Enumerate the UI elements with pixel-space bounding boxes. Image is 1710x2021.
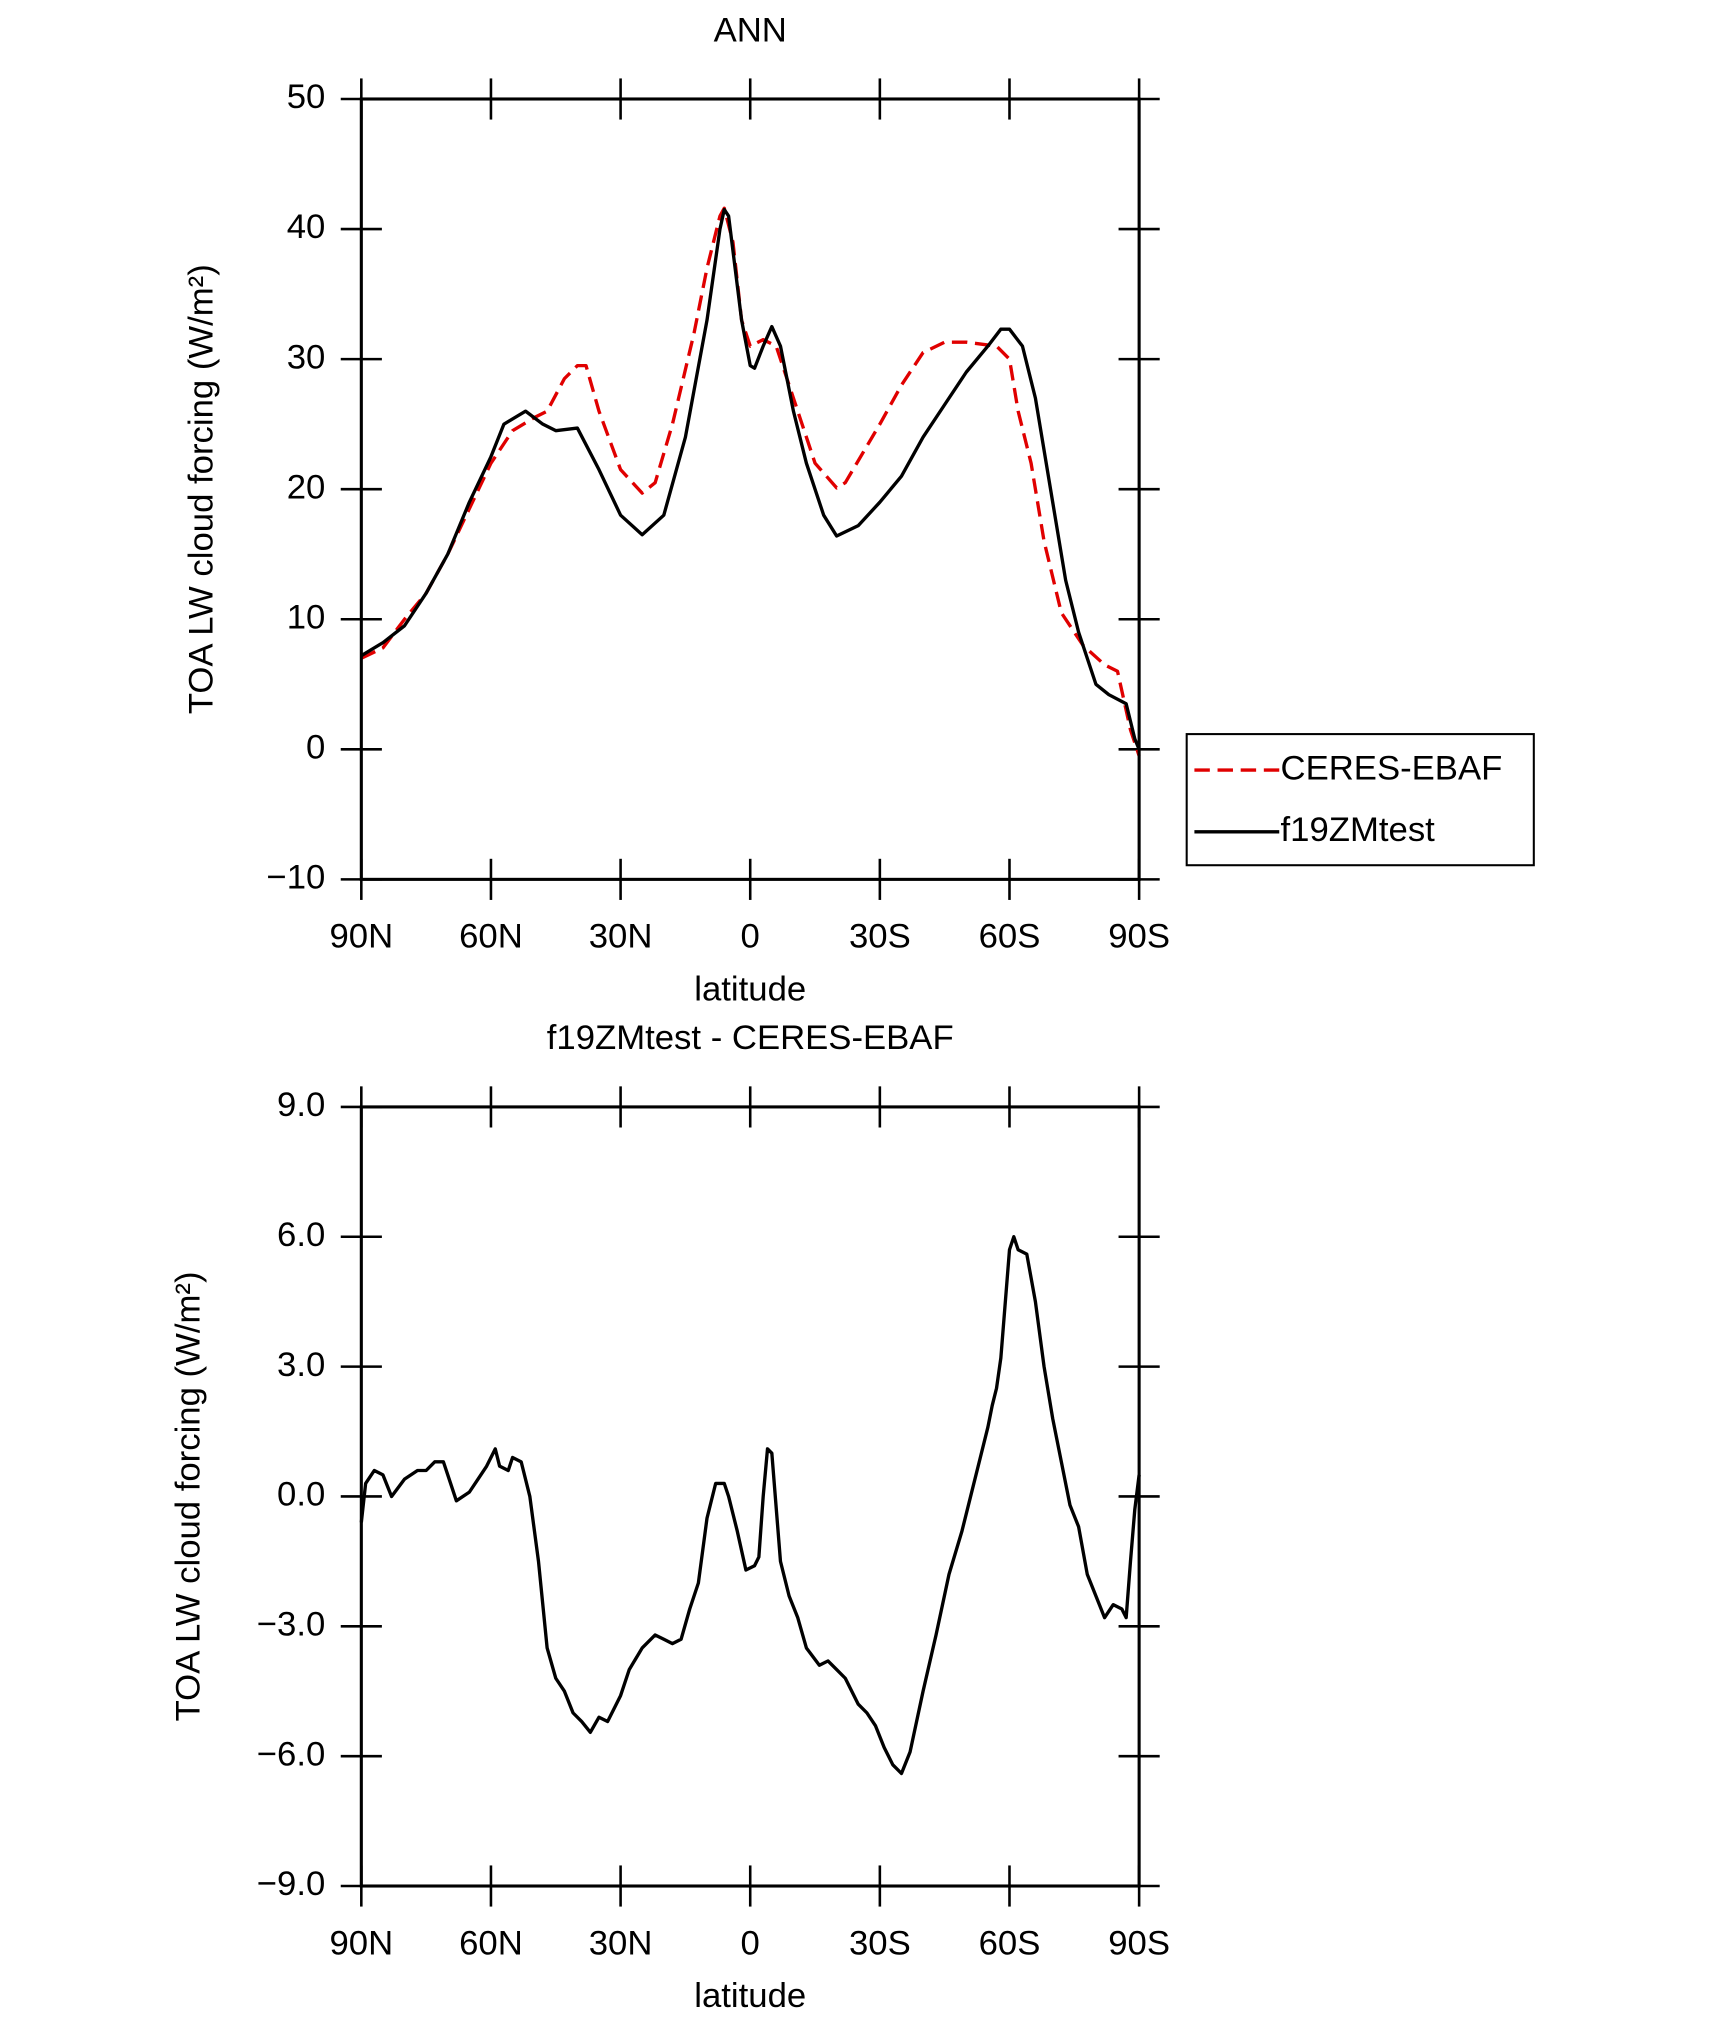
plot-frame [359, 1105, 1141, 1888]
x-tick-label: 90N [329, 918, 393, 956]
y-tick-label: 20 [287, 468, 326, 506]
data-line [359, 1235, 1141, 1776]
y-tick-label: 9.0 [277, 1086, 325, 1124]
y-tick-label: 50 [287, 78, 326, 116]
legend-label: f19ZMtest [1281, 811, 1436, 849]
y-tick-label: 0 [306, 728, 325, 766]
plot-frame [359, 97, 1141, 881]
y-axis-label: TOA LW cloud forcing (W/m²) [182, 264, 220, 714]
y-tick-label: −10 [266, 859, 325, 897]
y-tick-label: 10 [287, 598, 326, 636]
chart-title: ANN [714, 11, 787, 49]
x-tick-label: 90S [1108, 1924, 1170, 1962]
x-tick-label: 60N [459, 1924, 523, 1962]
x-tick-label: 60S [979, 918, 1041, 956]
x-tick-label: 90S [1108, 918, 1170, 956]
y-tick-label: 3.0 [277, 1346, 325, 1384]
x-tick-label: 30S [849, 918, 911, 956]
y-tick-label: −9.0 [257, 1865, 326, 1903]
y-tick-label: 40 [287, 208, 326, 246]
x-tick-label: 30N [589, 1924, 653, 1962]
x-tick-label: 90N [329, 1924, 393, 1962]
y-axis-label: TOA LW cloud forcing (W/m²) [170, 1271, 208, 1721]
x-tick-label: 60N [459, 918, 523, 956]
chart-title: f19ZMtest - CERES-EBAF [547, 1019, 954, 1057]
y-tick-label: 0.0 [277, 1476, 325, 1514]
legend-label: CERES-EBAF [1281, 749, 1503, 787]
y-tick-label: 6.0 [277, 1216, 325, 1254]
data-line [360, 207, 1141, 750]
x-tick-label: 30N [589, 918, 653, 956]
x-axis-label: latitude [694, 970, 806, 1008]
legend-box [1185, 733, 1535, 867]
y-tick-label: −6.0 [257, 1735, 326, 1773]
x-tick-label: 0 [741, 918, 760, 956]
y-tick-label: −3.0 [257, 1605, 326, 1643]
y-tick-label: 30 [287, 338, 326, 376]
x-tick-label: 0 [741, 1924, 760, 1962]
x-tick-label: 30S [849, 1924, 911, 1962]
x-tick-label: 60S [979, 1924, 1041, 1962]
x-axis-label: latitude [694, 1977, 806, 2015]
